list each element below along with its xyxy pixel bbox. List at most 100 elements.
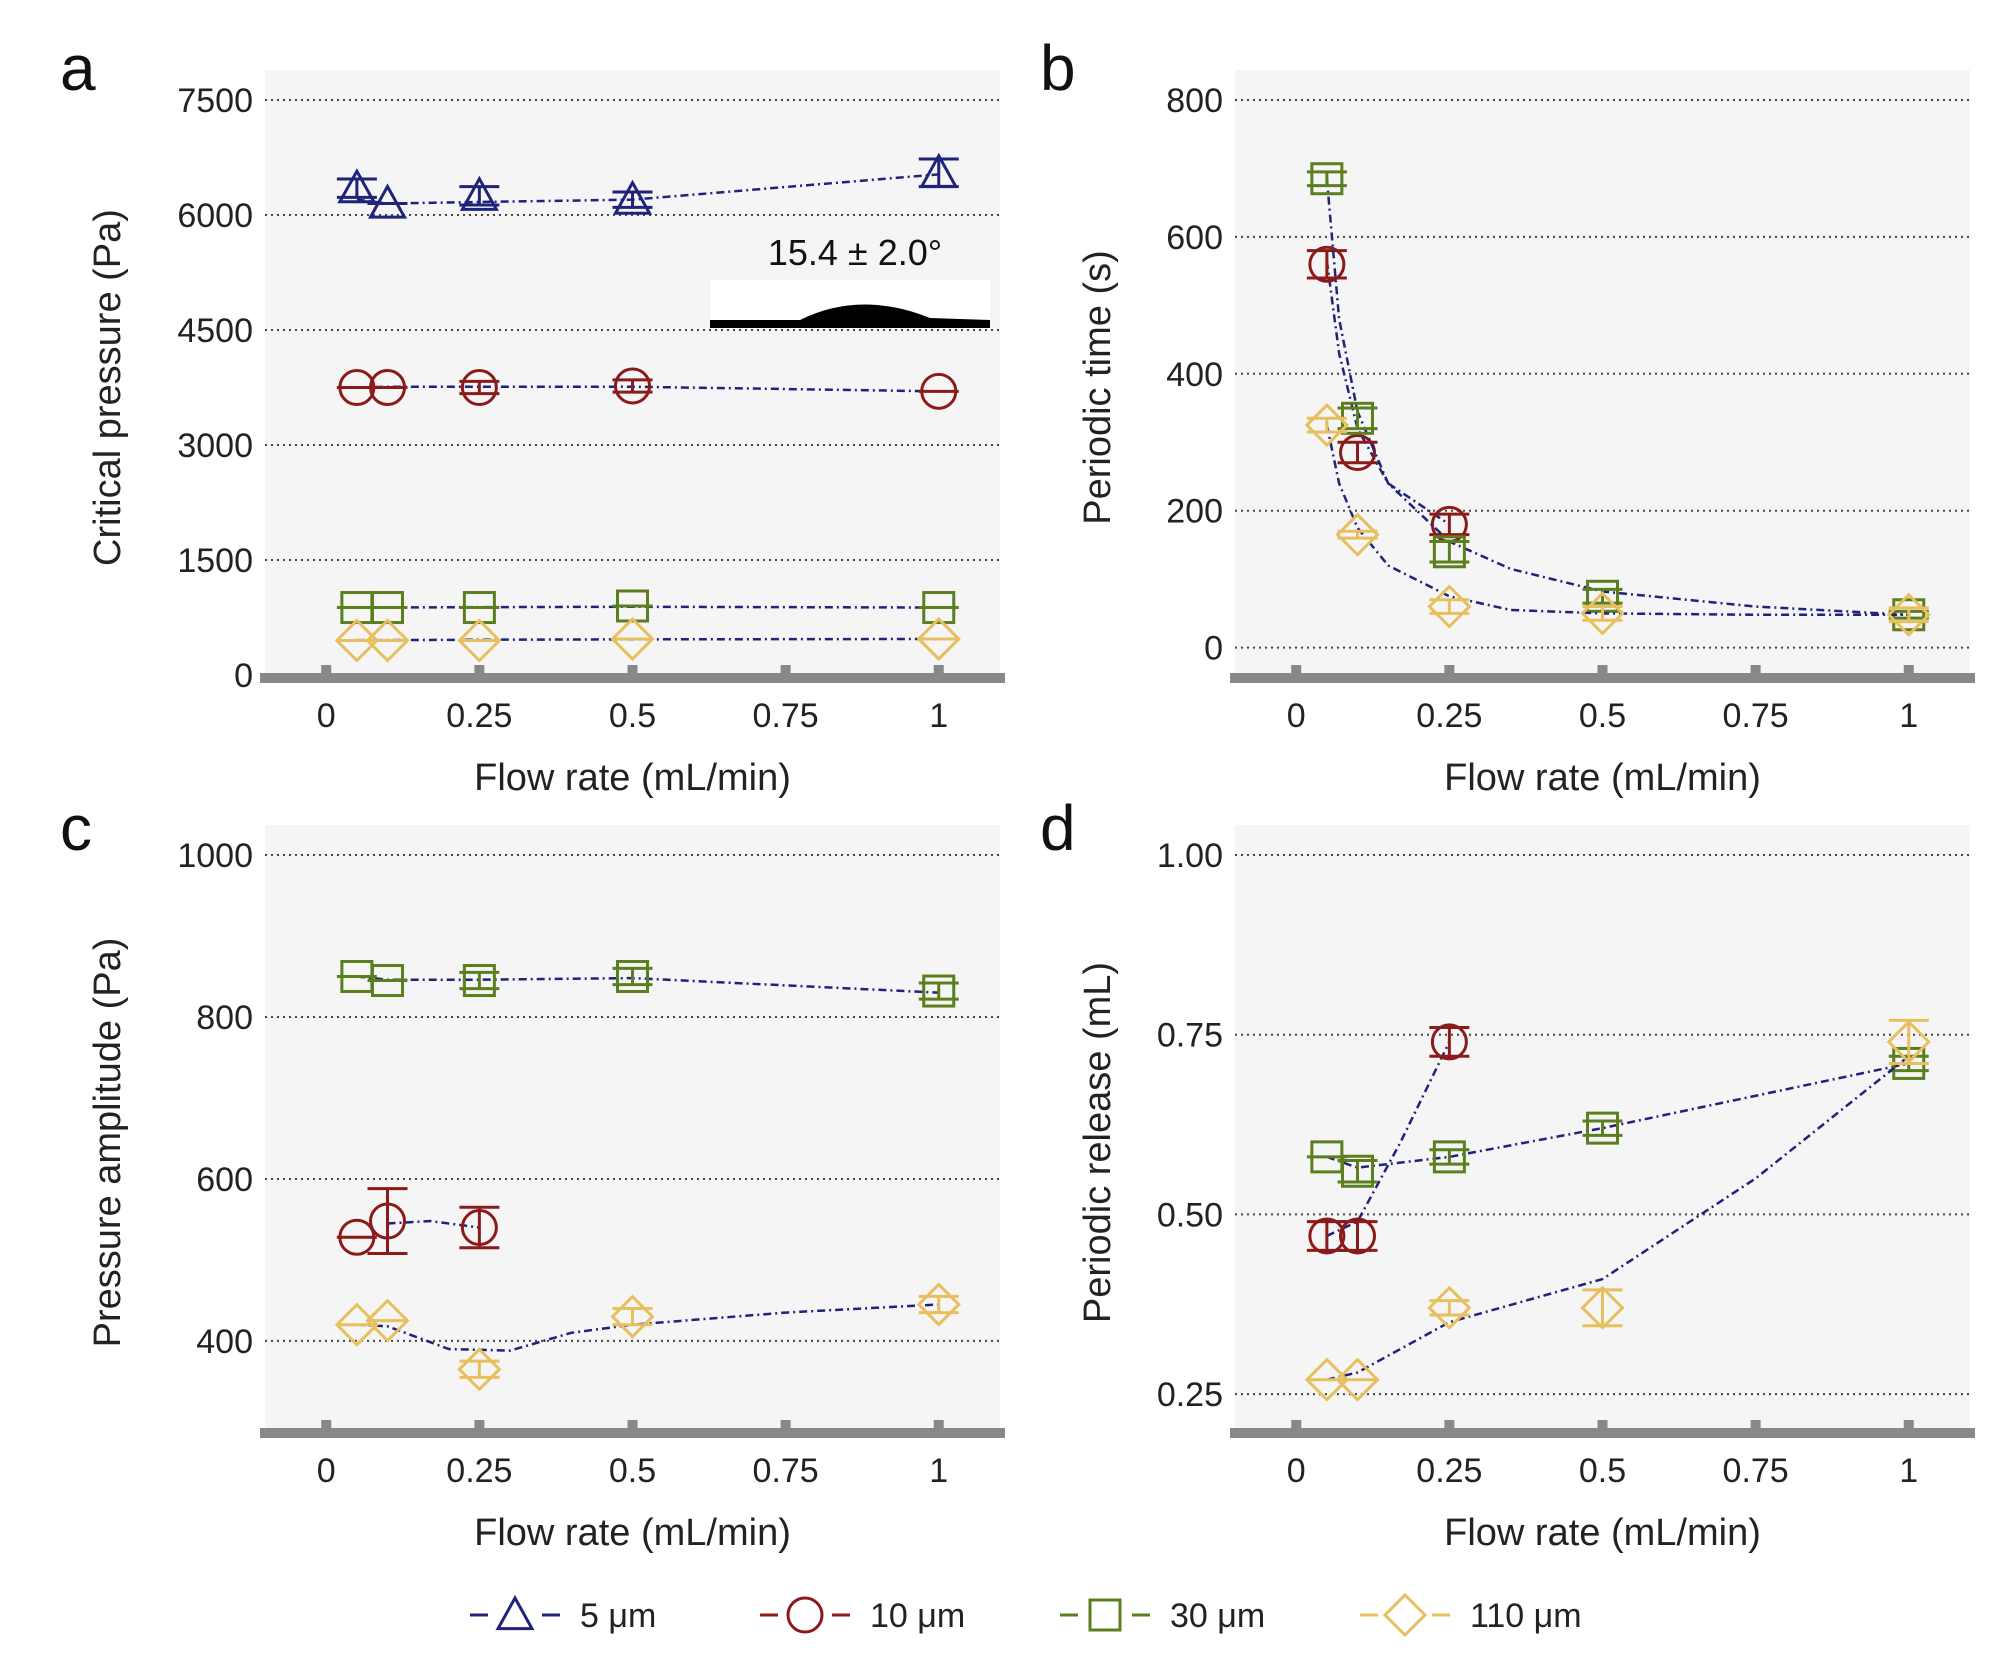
y-axis-label: Periodic release (mL)	[1077, 962, 1119, 1323]
y-tick-label: 600	[196, 1161, 253, 1199]
data-point-10um	[1308, 1217, 1346, 1255]
legend-marker-110um	[1382, 1592, 1428, 1638]
y-axis-label: Pressure amplitude (Pa)	[87, 938, 129, 1348]
x-tick-label: 0.5	[1579, 697, 1626, 735]
x-tick-label: 1	[1899, 1452, 1918, 1490]
legend: 5 μm 10 μm 30 μm 110 μm	[470, 1592, 1582, 1638]
data-point-110um	[1335, 1357, 1380, 1402]
y-tick-label: 800	[196, 999, 253, 1037]
x-tick-mark	[321, 1420, 332, 1428]
series-30um	[1306, 1046, 1929, 1188]
data-point-10um	[1339, 434, 1376, 472]
y-tick-label: 7500	[177, 82, 253, 120]
fit-line	[356, 975, 939, 994]
series-110um	[1304, 403, 1931, 637]
y-tick-label: 1500	[177, 542, 253, 580]
legend-marker-10um	[786, 1596, 824, 1634]
droplet-profile	[710, 304, 990, 328]
y-tick-label: 0.75	[1157, 1017, 1223, 1055]
series-10um	[336, 367, 959, 410]
data-point-30um	[1341, 1154, 1374, 1188]
fit-line	[1326, 1055, 1910, 1381]
y-axis-label: Periodic time (s)	[1077, 250, 1119, 525]
y-tick-label: 1.00	[1157, 837, 1223, 875]
data-point-5um	[367, 183, 408, 219]
x-axis-bar	[260, 673, 1005, 683]
data-point-110um	[1304, 403, 1349, 448]
data-point-10um	[1339, 1217, 1376, 1255]
x-tick-label: 0.25	[1416, 697, 1482, 735]
x-tick-mark	[780, 665, 791, 673]
x-tick-label: 1	[929, 697, 948, 735]
data-point-30um	[1432, 1140, 1466, 1174]
x-tick-label: 0.5	[1579, 1452, 1626, 1490]
data-point-110um	[1427, 1285, 1472, 1330]
data-point-30um	[922, 591, 956, 625]
chart-panel-d: d 0.25 0.50 0.75 1.00 0 0.25 0.5 0.75 1 Flow rate …	[1040, 792, 1975, 1554]
x-axis-bar	[260, 1428, 1005, 1438]
data-point-110um	[1335, 512, 1380, 557]
contact-angle-label: 15.4 ± 2.0°	[768, 232, 942, 273]
chart-panel-a: a 0 1500 3000 4500 6000 7500 0 0.25 0.5 0.75 1 Flow …	[60, 32, 1005, 799]
legend-label: 110 μm	[1470, 1597, 1582, 1635]
data-point-110um	[610, 1294, 655, 1339]
data-point-110um	[1886, 592, 1931, 637]
series-10um	[336, 1187, 500, 1256]
series-5um	[336, 152, 959, 219]
data-point-10um	[369, 1202, 406, 1240]
data-point-5um	[612, 179, 653, 215]
data-point-30um	[371, 964, 404, 998]
data-point-5um	[337, 168, 377, 204]
data-point-5um	[919, 152, 959, 188]
series-110um	[1304, 1018, 1931, 1402]
panel-letter: b	[1040, 32, 1076, 104]
x-tick-mark	[1750, 665, 1761, 673]
panel-letter: c	[60, 792, 92, 864]
legend-marker-30um	[1088, 1598, 1122, 1632]
x-tick-mark	[474, 1420, 485, 1428]
data-point-10um	[338, 1218, 376, 1256]
y-tick-label: 0	[1204, 630, 1223, 668]
data-point-30um	[462, 964, 496, 998]
plot-background	[265, 70, 1000, 675]
data-point-10um	[614, 367, 651, 405]
panel-letter: a	[60, 32, 96, 104]
y-axis-label: Critical pressure (Pa)	[87, 209, 129, 566]
y-tick-label: 0	[234, 657, 253, 695]
x-tick-mark	[1444, 665, 1455, 673]
data-point-30um	[616, 959, 649, 993]
x-tick-mark	[780, 1420, 791, 1428]
x-axis-bar	[1230, 1428, 1975, 1438]
data-point-30um	[1310, 162, 1344, 196]
fit-line	[1325, 260, 1451, 526]
x-tick-label: 1	[1899, 697, 1918, 735]
x-tick-label: 0.75	[1723, 697, 1789, 735]
x-axis-label: Flow rate (mL/min)	[1444, 1512, 1761, 1554]
y-tick-label: 3000	[177, 427, 253, 465]
data-point-30um	[1586, 1111, 1619, 1145]
x-tick-mark	[627, 665, 638, 673]
x-tick-label: 0.25	[446, 1452, 512, 1490]
x-tick-mark	[1903, 665, 1914, 673]
x-tick-mark	[627, 1420, 638, 1428]
y-tick-label: 1000	[177, 837, 253, 875]
x-tick-mark	[321, 665, 332, 673]
x-tick-mark	[1597, 665, 1608, 673]
fit-line	[1325, 424, 1909, 617]
y-tick-label: 4500	[177, 312, 253, 350]
x-tick-label: 0.5	[609, 697, 656, 735]
data-point-10um	[460, 369, 498, 406]
x-tick-label: 0	[317, 697, 336, 735]
x-tick-label: 1	[929, 1452, 948, 1490]
series-10um	[1306, 245, 1470, 543]
legend-label: 10 μm	[870, 1597, 965, 1635]
x-tick-label: 0.75	[753, 1452, 819, 1490]
data-point-30um	[922, 974, 956, 1008]
series-110um	[334, 616, 961, 663]
x-tick-mark	[1903, 1420, 1914, 1428]
data-point-10um	[369, 369, 406, 406]
x-tick-label: 0.5	[609, 1452, 656, 1490]
legend-label: 30 μm	[1170, 1597, 1265, 1635]
y-tick-label: 0.25	[1157, 1376, 1223, 1414]
data-point-110um	[1427, 584, 1472, 629]
